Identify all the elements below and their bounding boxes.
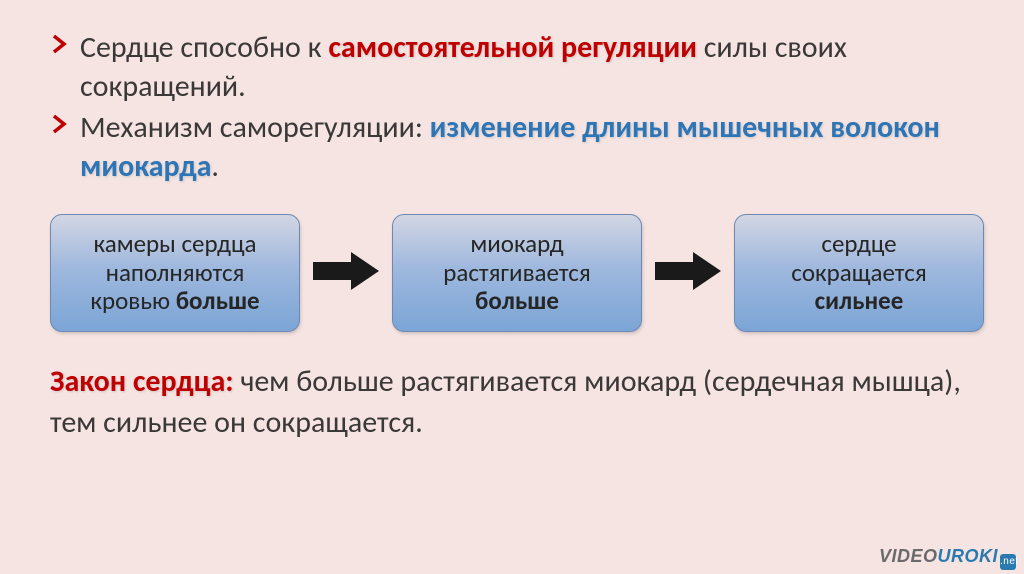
flowchart: камеры сердца наполняются кровью больше … <box>50 214 984 332</box>
text-emph-red: самостоятельной регуляции <box>328 29 697 66</box>
watermark: VIDEOUROKI.net <box>879 546 1016 570</box>
law-label: Закон сердца: <box>50 363 234 400</box>
text-segment: Сердце способно к <box>80 29 328 66</box>
bullet-1-text: Сердце способно к самостоятельной регуля… <box>80 28 984 106</box>
text-segment: Механизм саморегуляции: <box>80 109 430 146</box>
text-segment: . <box>211 148 219 185</box>
flow-line: наполняются <box>106 257 245 288</box>
bullet-2-text: Механизм саморегуляции: изменение длины … <box>80 108 984 186</box>
flow-node-3: сердце сокращается сильнее <box>734 214 984 332</box>
flow-line: растягивается <box>443 257 591 288</box>
arrow-right-icon <box>311 250 381 297</box>
flow-bold: больше <box>176 285 260 316</box>
flow-line: камеры сердца <box>93 228 256 259</box>
flow-line: сокращается <box>791 257 926 288</box>
chevron-right-icon <box>50 34 70 59</box>
flow-bold: сильнее <box>815 285 904 316</box>
watermark-part-a: VIDEO <box>879 546 938 566</box>
flow-bold: больше <box>475 285 559 316</box>
flow-node-2: миокард растягивается больше <box>392 214 642 332</box>
bullet-2: Механизм саморегуляции: изменение длины … <box>50 108 984 186</box>
watermark-badge: .net <box>1000 554 1016 570</box>
watermark-part-b: UROKI <box>938 546 999 566</box>
law-statement: Закон сердца: чем больше растягивается м… <box>50 362 984 443</box>
arrow-right-icon <box>653 250 723 297</box>
flow-line: миокард <box>470 228 563 259</box>
flow-node-1: камеры сердца наполняются кровью больше <box>50 214 300 332</box>
flow-line: кровью <box>90 285 175 316</box>
bullet-1: Сердце способно к самостоятельной регуля… <box>50 28 984 106</box>
flow-line: сердце <box>821 228 896 259</box>
chevron-right-icon <box>50 114 70 139</box>
